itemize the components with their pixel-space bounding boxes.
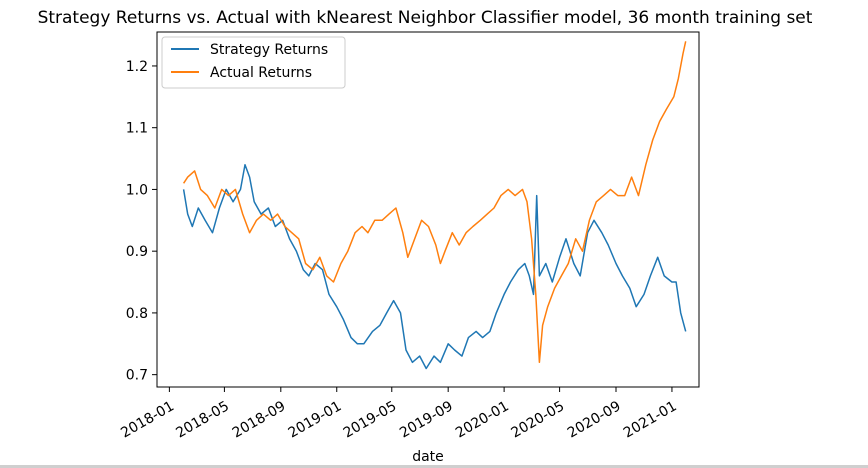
y-tick-label: 0.7: [126, 368, 148, 384]
x-axis: 2018-012018-052018-092019-012019-052019-…: [118, 387, 680, 441]
x-tick-label: 2018-09: [230, 398, 289, 441]
plot-area: [156, 31, 700, 388]
x-axis-label: date: [412, 449, 444, 465]
series-line-actual-returns: [182, 41, 687, 364]
x-tick-label: 2018-05: [173, 398, 232, 441]
y-tick-label: 1.2: [126, 59, 148, 75]
legend-frame: [161, 36, 346, 89]
x-tick-label: 2020-01: [453, 398, 512, 441]
bottom-rule: [0, 465, 868, 468]
y-tick-label: 0.9: [126, 244, 148, 260]
y-tick-label: 0.8: [126, 306, 148, 322]
legend-label-strategy: Strategy Returns: [210, 42, 328, 58]
x-tick-label: 2019-01: [286, 398, 345, 441]
chart-title: Strategy Returns vs. Actual with kNeares…: [38, 8, 813, 28]
y-tick-label: 1.1: [126, 121, 148, 137]
plot-frame: [156, 31, 700, 388]
x-tick-label: 2019-09: [397, 398, 456, 441]
legend-label-actual: Actual Returns: [210, 65, 312, 81]
x-tick-label: 2019-05: [341, 398, 400, 441]
x-tick-label: 2018-01: [118, 398, 177, 441]
x-tick-label: 2021-01: [621, 398, 680, 441]
y-axis: 0.7 0.8 0.9 1.0 1.1 1.2: [126, 59, 157, 384]
series-lines: [182, 41, 687, 370]
series-line-strategy-returns: [182, 163, 687, 370]
y-tick-label: 1.0: [126, 182, 148, 198]
legend: Strategy Returns Actual Returns: [161, 36, 346, 89]
x-tick-label: 2020-05: [509, 398, 568, 441]
x-tick-label: 2020-09: [565, 398, 624, 441]
